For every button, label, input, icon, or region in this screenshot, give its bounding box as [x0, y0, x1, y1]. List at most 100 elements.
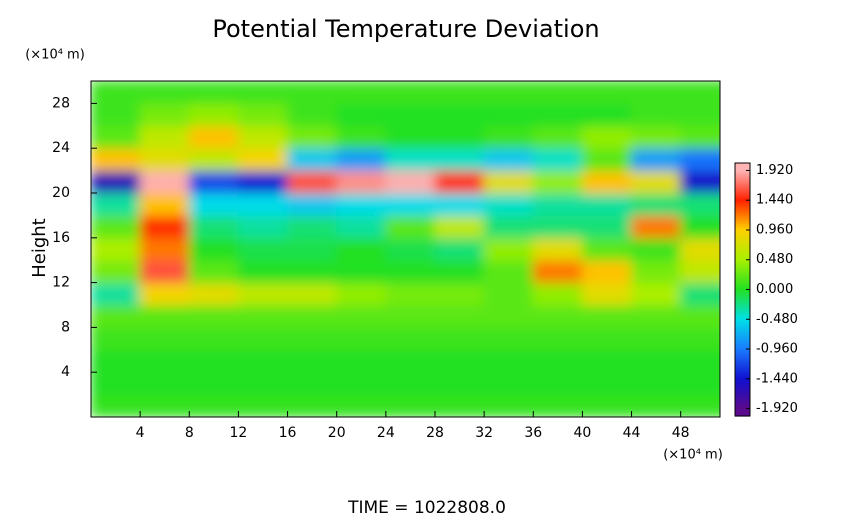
colorbar-band [735, 369, 750, 373]
cell [385, 259, 436, 284]
cell [532, 237, 583, 261]
cell [91, 326, 141, 351]
cell [188, 282, 239, 306]
colorbar-band [735, 236, 750, 240]
cell [91, 282, 141, 306]
colorbar-tick-label: 1.920 [756, 163, 793, 178]
colorbar-band [735, 354, 750, 358]
colorbar-band [735, 171, 750, 175]
cell [581, 304, 633, 328]
y-axis-label: Height [29, 218, 50, 278]
colorbar-band [735, 241, 750, 244]
cell [680, 394, 720, 417]
colorbar-band [735, 266, 750, 270]
colorbar-band [735, 234, 750, 238]
cell [483, 147, 534, 172]
colorbar-band [735, 323, 750, 326]
cell [581, 237, 633, 261]
colorbar-band [735, 207, 750, 210]
colorbar-band [735, 184, 750, 187]
x-tick-label: 44 [623, 425, 641, 441]
cell [631, 147, 682, 172]
cell [287, 81, 338, 104]
colorbar-band [735, 179, 750, 183]
cell [631, 259, 682, 284]
cell [385, 214, 436, 239]
colorbar-band [735, 337, 750, 341]
cell [532, 147, 583, 172]
y-units: (×10⁴ m) [25, 48, 85, 63]
cell [287, 326, 338, 351]
colorbar-tick-label: 0.000 [756, 282, 793, 297]
colorbar-band [735, 388, 750, 392]
cell [680, 147, 720, 172]
colorbar-band [735, 188, 750, 192]
cell [91, 147, 141, 172]
cell [483, 282, 534, 306]
cell [188, 237, 239, 261]
x-tick-label: 4 [136, 425, 145, 441]
colorbar-band [735, 278, 750, 282]
colorbar-band [735, 194, 750, 198]
cell [336, 214, 387, 239]
colorbar-band [735, 228, 750, 232]
colorbar-band [735, 411, 750, 415]
cell [532, 304, 583, 328]
cell [237, 326, 289, 351]
cell [581, 259, 633, 284]
cell [188, 304, 239, 328]
colorbar-band [735, 365, 750, 369]
colorbar-band [735, 306, 750, 310]
cell [287, 192, 338, 216]
colorbar-band [735, 392, 750, 396]
colorbar-band [735, 173, 750, 177]
cell [336, 147, 387, 172]
cell [434, 282, 485, 306]
colorbar-band [735, 361, 750, 364]
colorbar-band [735, 413, 750, 417]
colorbar-band [735, 253, 750, 257]
cell [532, 102, 583, 127]
colorbar-band [735, 335, 750, 339]
cell [631, 192, 682, 216]
colorbar-band [735, 403, 750, 407]
colorbar-band [735, 264, 750, 267]
cell [385, 349, 436, 373]
colorbar-band [735, 169, 750, 173]
colorbar-band [735, 209, 750, 213]
colorbar-band [735, 359, 750, 362]
y-tick-label: 16 [52, 230, 70, 246]
cell [237, 304, 289, 328]
cell [581, 326, 633, 351]
cell [336, 371, 387, 396]
colorbar-band [735, 329, 750, 333]
cell [237, 282, 289, 306]
cell [287, 170, 338, 194]
cell [434, 326, 485, 351]
colorbar-band [735, 325, 750, 329]
cell [188, 259, 239, 284]
cell [237, 81, 289, 104]
colorbar-band [735, 384, 750, 388]
cell [631, 125, 682, 149]
cell [139, 282, 190, 306]
cell [385, 394, 436, 417]
colorbar-band [735, 331, 750, 335]
x-tick-label: 32 [475, 425, 493, 441]
colorbar-band [735, 394, 750, 398]
cell [680, 102, 720, 127]
colorbar-band [735, 190, 750, 194]
colorbar-band [735, 205, 750, 208]
cell [139, 394, 190, 417]
cell [680, 192, 720, 216]
cell [631, 282, 682, 306]
colorbar-band [735, 222, 750, 225]
cell [434, 259, 485, 284]
colorbar-band [735, 356, 750, 360]
colorbar-tick-label: -0.960 [756, 342, 798, 357]
cell [631, 304, 682, 328]
cell [434, 214, 485, 239]
cell [581, 371, 633, 396]
colorbar-band [735, 297, 750, 301]
cell [139, 102, 190, 127]
